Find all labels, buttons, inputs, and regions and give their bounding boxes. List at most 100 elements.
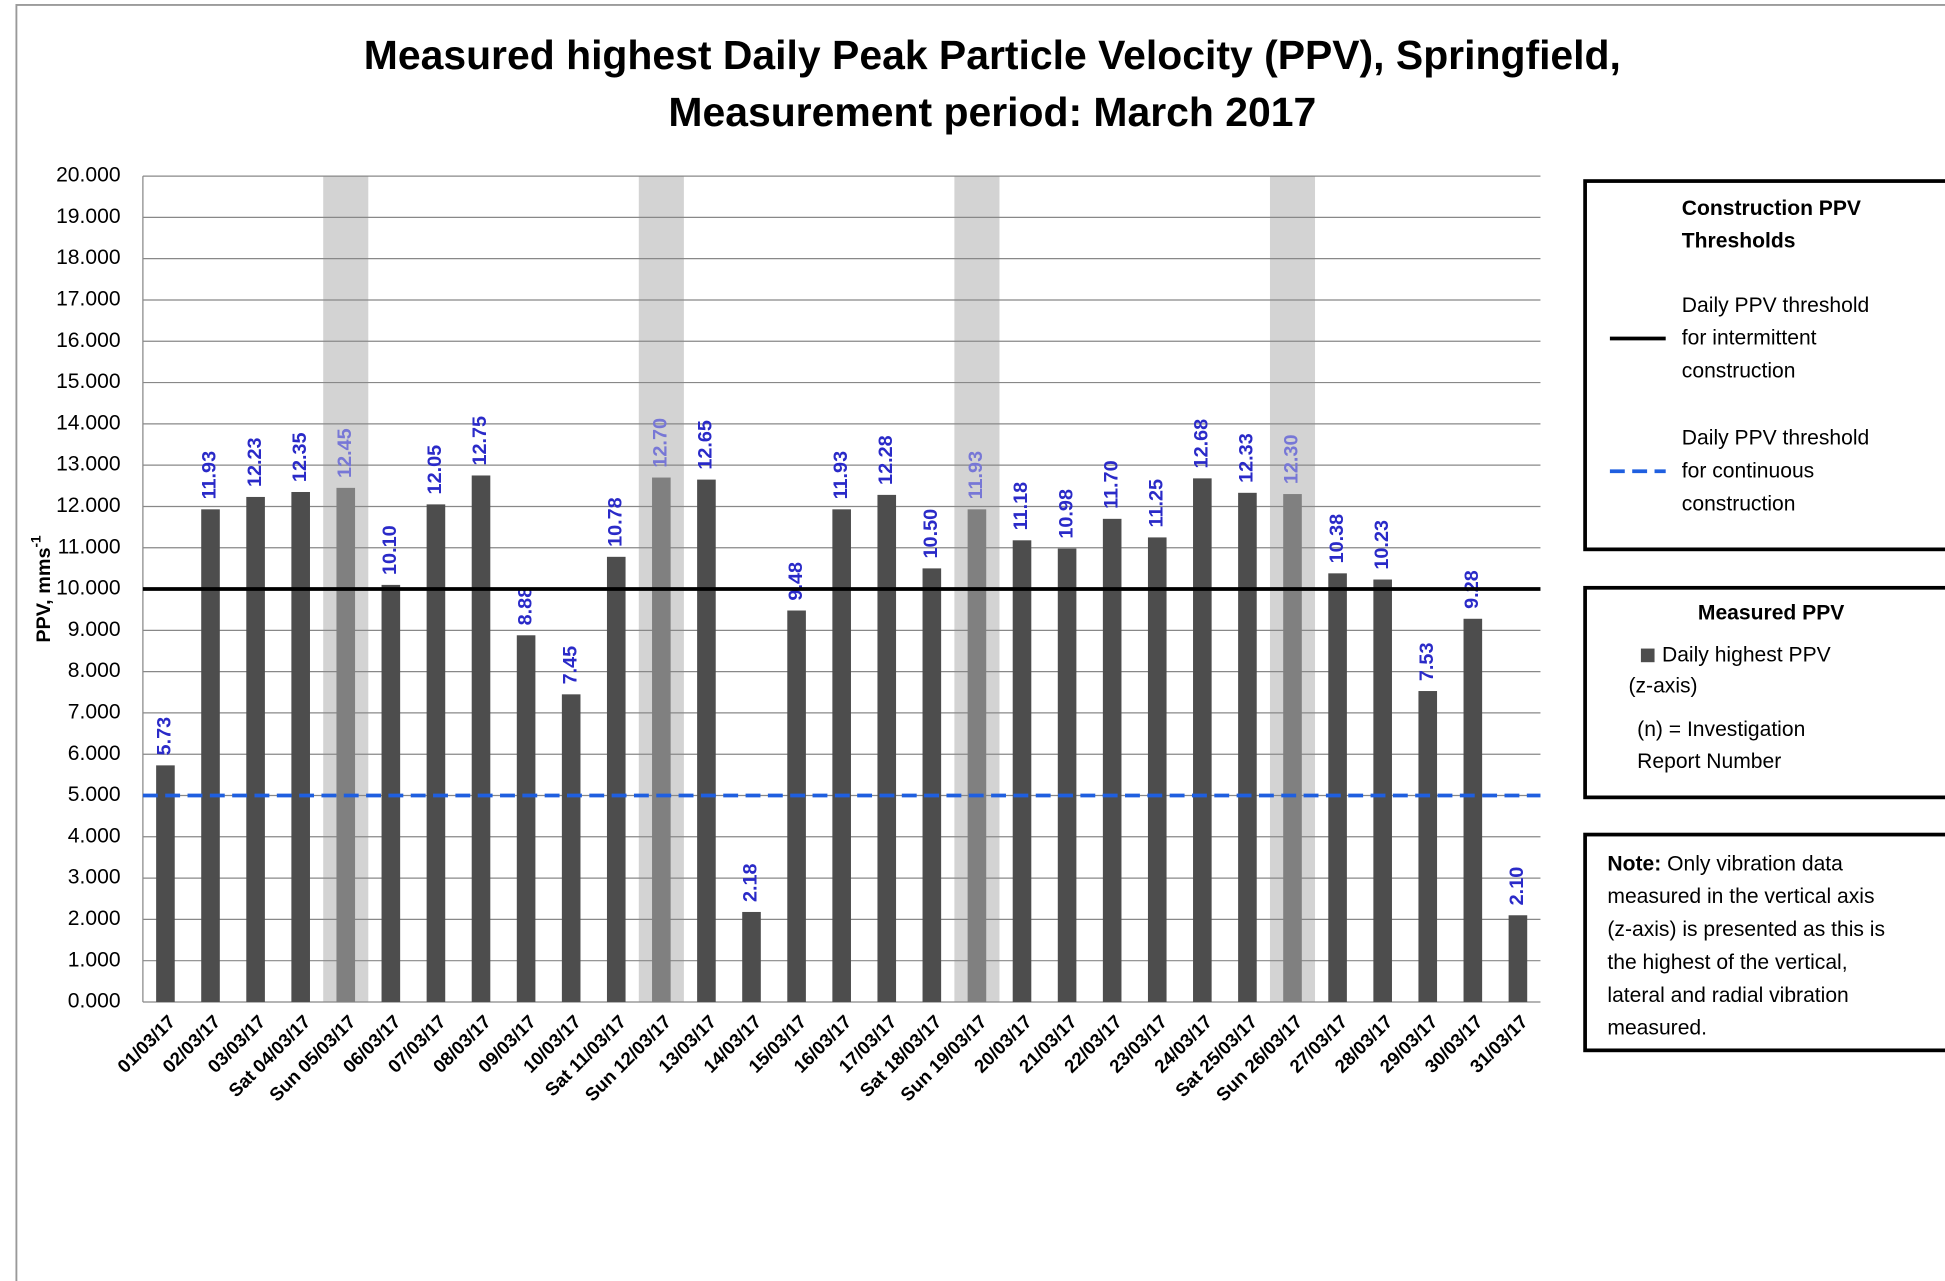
data-label: 12.75 <box>469 416 491 466</box>
y-tick-label: 20.000 <box>56 164 120 187</box>
y-axis-label-text: PPV, mms <box>33 548 55 643</box>
bar <box>1418 691 1438 1002</box>
bar <box>291 491 310 1002</box>
data-label: 11.93 <box>965 451 987 500</box>
data-label: 11.25 <box>1145 479 1167 528</box>
data-label: 10.78 <box>604 497 626 547</box>
bar <box>561 694 581 1002</box>
y-tick-label: 14.000 <box>56 411 120 434</box>
note-text: the highest of the vertical, <box>1607 950 1847 973</box>
data-label: 12.30 <box>1281 435 1303 485</box>
note-line: Only vibration data <box>1661 852 1843 875</box>
y-tick-label: 10.000 <box>56 577 120 600</box>
legend-title: Thresholds <box>1682 229 1796 252</box>
legend-label: (z-axis) <box>1629 675 1698 698</box>
bar <box>156 765 175 1002</box>
data-label: 10.10 <box>379 525 401 575</box>
y-axis-label: PPV, mms-1 <box>28 535 55 643</box>
bar <box>201 509 220 1002</box>
chart-title: Measurement period: March 2017 <box>668 89 1316 135</box>
data-label: 11.93 <box>830 451 852 500</box>
y-tick-label: 3.000 <box>68 866 121 889</box>
bar <box>697 479 716 1002</box>
bar <box>1283 494 1302 1002</box>
y-tick-label: 13.000 <box>56 453 120 476</box>
note-text: measured. <box>1607 1016 1707 1039</box>
legend-label: for continuous <box>1682 459 1814 482</box>
data-label: 12.65 <box>695 420 717 470</box>
bar <box>1328 573 1347 1002</box>
data-label: 12.70 <box>650 418 672 468</box>
legend-swatch <box>1640 648 1655 663</box>
legend-title: Construction PPV <box>1682 197 1861 220</box>
y-tick-label: 15.000 <box>56 370 120 393</box>
data-label: 10.38 <box>1326 514 1348 564</box>
y-tick-label: 8.000 <box>68 659 121 682</box>
y-tick-label: 16.000 <box>56 329 120 352</box>
bar <box>1102 518 1122 1002</box>
note-line: the highest of the vertical, <box>1607 950 1847 973</box>
bar <box>426 504 446 1002</box>
note-text: (z-axis) is presented as this is <box>1607 918 1885 941</box>
y-tick-label: 11.000 <box>58 535 121 558</box>
y-tick-label: 0.000 <box>68 990 121 1013</box>
note-text: measured in the vertical axis <box>1607 885 1874 908</box>
legend-box <box>1583 179 1945 552</box>
note-text: Note: Only vibration data <box>1607 852 1843 875</box>
y-tick-label: 5.000 <box>68 783 121 806</box>
bar <box>967 509 987 1002</box>
bar <box>1057 548 1077 1002</box>
bar <box>1508 915 1528 1002</box>
data-label: 12.28 <box>875 435 897 485</box>
y-tick-label: 18.000 <box>56 246 120 269</box>
note-head: Note: <box>1607 852 1661 875</box>
frame <box>15 4 1945 1281</box>
note-box <box>1583 832 1945 1053</box>
data-label: 2.18 <box>740 863 762 902</box>
legend-label: Daily PPV threshold <box>1682 427 1869 450</box>
note-line: lateral and radial vibration <box>1607 983 1848 1006</box>
legend-note: (n) = Investigation <box>1637 718 1805 741</box>
legend-note: Report Number <box>1637 750 1781 773</box>
bar <box>1147 537 1167 1002</box>
legend-label: for intermittent <box>1682 327 1817 350</box>
chart-title: Measured highest Daily Peak Particle Vel… <box>364 32 1621 78</box>
data-label: 12.33 <box>1236 433 1258 483</box>
data-label: 5.73 <box>154 717 176 756</box>
bar <box>381 584 401 1002</box>
y-tick-label: 9.000 <box>68 618 121 641</box>
bar <box>1463 618 1483 1002</box>
bar <box>246 496 265 1002</box>
data-label: 10.98 <box>1055 489 1077 539</box>
legend-box <box>1583 585 1945 800</box>
note-text: lateral and radial vibration <box>1607 983 1848 1006</box>
bar <box>832 509 851 1002</box>
legend-label: Daily highest PPV <box>1662 644 1831 667</box>
bar <box>787 610 806 1002</box>
data-label: 2.10 <box>1506 867 1528 906</box>
legend-label: Daily PPV threshold <box>1682 294 1869 317</box>
y-tick-label: 2.000 <box>68 907 121 930</box>
bar <box>1238 492 1257 1002</box>
y-tick-label: 17.000 <box>56 288 120 311</box>
bar <box>1012 540 1032 1002</box>
data-label: 12.68 <box>1191 419 1213 469</box>
legend-label: construction <box>1682 360 1796 383</box>
note-line: measured. <box>1607 1016 1707 1039</box>
data-label: 11.93 <box>199 451 221 500</box>
data-label: 8.88 <box>514 587 536 626</box>
data-label: 11.70 <box>1100 460 1122 509</box>
bar <box>742 911 761 1002</box>
data-label: 12.35 <box>289 432 311 482</box>
data-label: 10.23 <box>1371 520 1393 570</box>
y-tick-label: 12.000 <box>56 494 120 517</box>
y-tick-label: 6.000 <box>68 742 121 765</box>
note-line: measured in the vertical axis <box>1607 885 1874 908</box>
y-axis-label-sup: -1 <box>28 535 43 548</box>
legend-label: construction <box>1682 492 1796 515</box>
y-tick-label: 7.000 <box>68 700 121 723</box>
data-label: 7.53 <box>1416 643 1438 682</box>
bar <box>471 475 491 1002</box>
bar <box>1193 478 1212 1002</box>
